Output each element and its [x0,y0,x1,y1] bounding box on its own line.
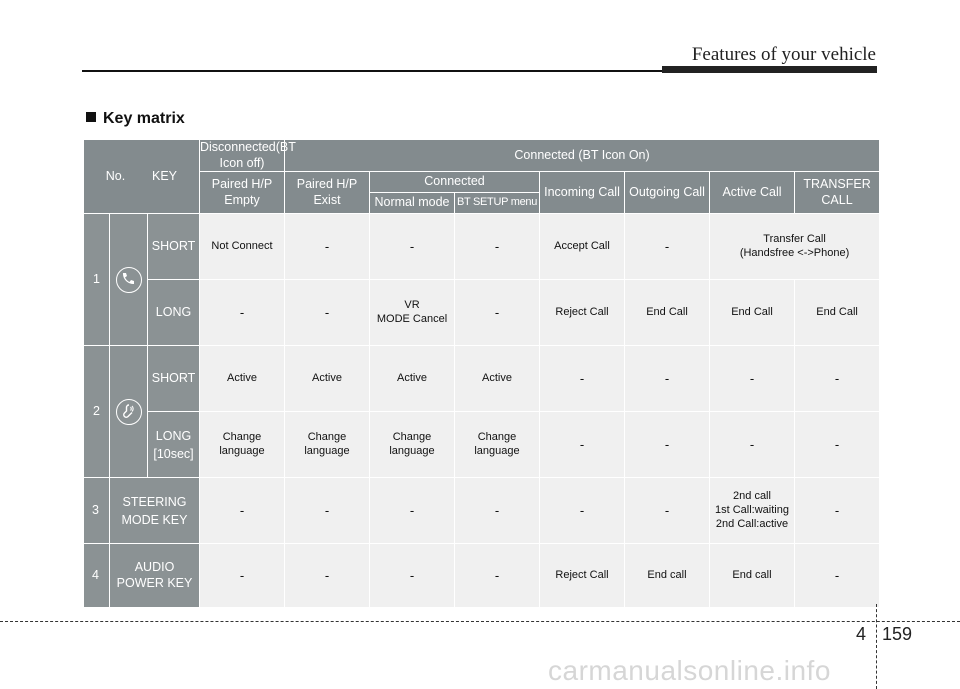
table-cell: - [454,279,540,347]
table-cell: - [624,411,710,479]
key-long-label: LONG [147,279,200,347]
header-transfer: TRANSFER CALL [793,171,881,215]
row-key-label: AUDIO POWER KEY [109,543,200,609]
table-cell: VR MODE Cancel [369,279,455,347]
table-cell: End call [624,543,710,609]
table-cell: End call [709,543,795,609]
table-cell: - [624,345,710,413]
table-cell: 2nd call 1st Call:waiting 2nd Call:activ… [709,477,795,545]
footer-dashed-rule [0,621,960,622]
phone-icon [115,266,142,293]
table-cell: - [199,279,285,347]
table-row: 3 STEERING MODE KEY - - - - - - 2nd call… [83,477,881,545]
table-cell: - [709,345,795,413]
row-icon-cell [109,345,148,479]
table-cell: - [284,543,370,609]
table-cell: Not Connect [199,213,285,281]
key-short-label: SHORT [147,345,200,413]
row-number: 3 [83,477,110,545]
table-cell: - [454,543,540,609]
key-short-label: SHORT [147,213,200,281]
table-cell: - [624,213,710,281]
table-row: LONG - - VR MODE Cancel - Reject Call En… [84,279,881,347]
header-connected-sub: Connected [369,171,540,194]
table-row: 1 SHORT Not Connect - - - Accept Call - … [83,213,881,347]
key-matrix-table: No. KEY Disconnected(BT Icon off) Connect… [83,138,881,609]
table-cell: Change language [199,411,285,479]
table-cell: - [709,411,795,479]
table-row: 2 SHORT Active Active Active Active - - … [83,345,881,479]
table-cell: Change language [369,411,455,479]
watermark: carmanualsonline.info [548,655,831,686]
table-cell: - [454,213,540,281]
header-bt-setup: BT SETUP menu [454,192,540,215]
table-cell: - [624,477,710,545]
table-cell: Active [199,345,285,413]
table-cell: End Call [624,279,710,347]
table-cell: End Call [709,279,795,347]
bullet-square-icon [86,112,96,122]
table-cell: Reject Call [539,279,625,347]
header-normal-mode: Normal mode [369,192,455,215]
table-cell: - [369,543,455,609]
header-active: Active Call [709,171,795,215]
table-row: 4 AUDIO POWER KEY - - - - Reject Call En… [83,543,881,609]
header-paired-empty: Paired H/P Empty [199,171,285,215]
header-incoming: Incoming Call [539,171,625,215]
table-cell: Active [369,345,455,413]
table-cell: - [369,477,455,545]
footer-dashed-divider [876,604,877,689]
chapter-number: 4 [856,624,867,644]
table-cell: - [539,477,625,545]
table-cell: Change language [284,411,370,479]
table-cell: - [284,477,370,545]
table-cell: - [284,279,370,347]
table-cell: - [199,543,285,609]
header-no-key: No. KEY [83,138,200,215]
table-row: LONG [10sec] Change language Change lang… [84,411,881,479]
header-no: No. [105,168,126,183]
key-long-label: LONG [10sec] [147,411,200,479]
table-cell: - [284,213,370,281]
header-outgoing: Outgoing Call [624,171,710,215]
table-cell: - [199,477,285,545]
table-cell: - [454,477,540,545]
table-cell: - [369,213,455,281]
table-cell: Accept Call [539,213,625,281]
table-cell: Reject Call [539,543,625,609]
header-key: KEY [151,168,177,183]
page-number: 159 [882,624,913,644]
row-icon-cell [109,213,148,347]
header-disconnected: Disconnected(BT Icon off) [199,138,296,173]
table-cell: Active [454,345,540,413]
row-key-label: STEERING MODE KEY [109,477,200,545]
header-connected: Connected (BT Icon On) [283,138,881,173]
table-cell: - [793,477,881,545]
header-rule-thick [662,66,877,73]
table-cell: - [539,411,625,479]
table-cell: Transfer Call (Handsfree <->Phone) [708,213,881,281]
header-rule [82,70,662,72]
table-cell: Active [284,345,370,413]
header-paired-exist: Paired H/P Exist [284,171,370,215]
table-cell: End Call [793,279,881,347]
section-title-text: Key matrix [103,110,185,127]
table-cell: - [539,345,625,413]
row-number: 4 [83,543,110,609]
table-cell: Change language [454,411,540,479]
page-header-title: Features of your vehicle [691,44,876,65]
table-cell: - [793,411,881,479]
row-number: 2 [83,345,110,479]
voice-recognition-icon [115,398,142,425]
section-title: Key matrix [86,110,185,128]
table-cell: - [793,543,881,609]
row-number: 1 [83,213,110,347]
table-cell: - [793,345,881,413]
